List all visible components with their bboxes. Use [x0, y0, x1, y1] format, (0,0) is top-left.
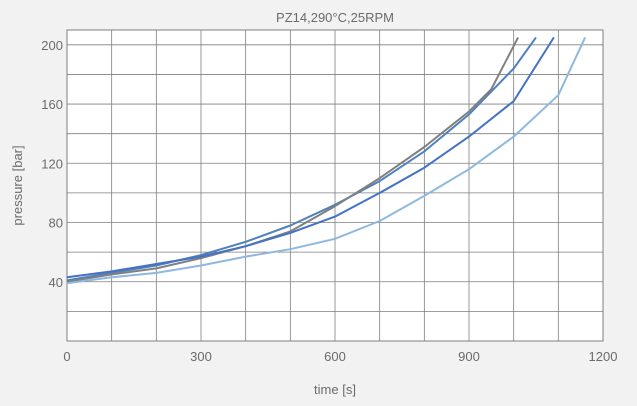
x-tick-label: 900 — [458, 349, 480, 364]
x-tick-label: 300 — [190, 349, 212, 364]
chart-title: PZ14,290°C,25RPM — [276, 10, 394, 25]
series-line-3 — [66, 36, 555, 279]
series-line-2 — [66, 36, 519, 283]
x-tick-label: 1200 — [589, 349, 618, 364]
y-tick-label: 200 — [41, 38, 63, 53]
series-line-4 — [66, 36, 587, 285]
y-axis-label: pressure [bar] — [10, 145, 25, 225]
grid-lines — [67, 30, 603, 341]
x-tick-label: 0 — [63, 349, 70, 364]
y-tick-labels: 40 80 120 160 200 — [41, 38, 63, 290]
y-tick-label: 160 — [41, 97, 63, 112]
series-layer — [66, 36, 587, 285]
x-axis-label: time [s] — [314, 382, 356, 397]
y-tick-label: 80 — [49, 216, 63, 231]
x-tick-labels: 0 300 600 900 1200 — [63, 349, 617, 364]
y-tick-label: 40 — [49, 275, 63, 290]
y-tick-label: 120 — [41, 156, 63, 171]
x-tick-label: 600 — [324, 349, 346, 364]
series-line-1 — [66, 36, 537, 282]
